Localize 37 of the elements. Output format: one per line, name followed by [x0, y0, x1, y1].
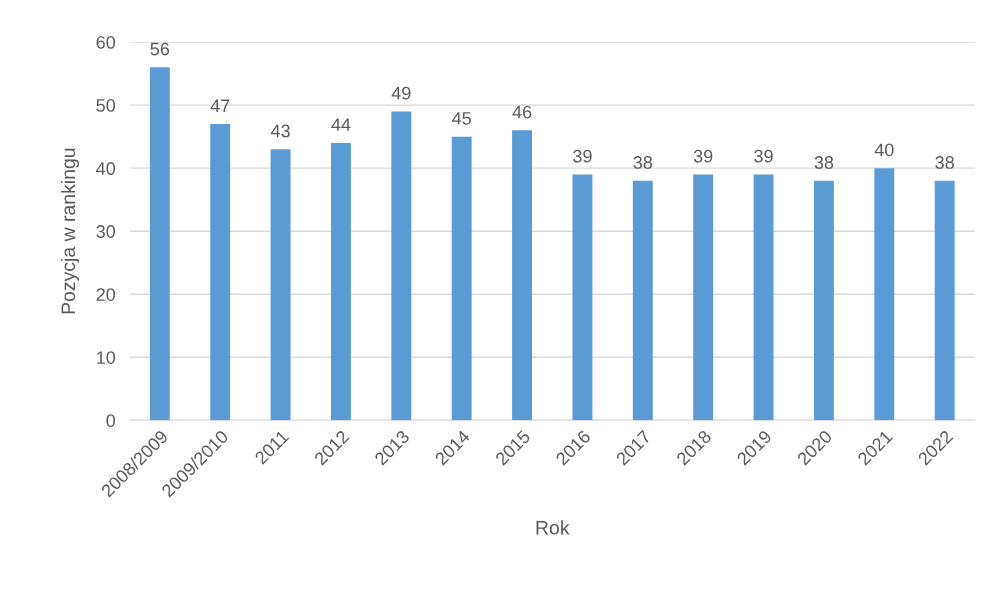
data-label: 40: [874, 143, 894, 157]
data-label: 44: [331, 118, 351, 131]
bar: [451, 136, 472, 421]
bar: [693, 174, 714, 421]
data-label: 38: [935, 156, 954, 169]
data-label: 39: [754, 149, 773, 163]
y-tick-label: 50: [96, 99, 116, 112]
bar: [149, 67, 170, 421]
bar: [391, 111, 412, 421]
data-label: 39: [693, 149, 713, 163]
data-label: 43: [270, 124, 290, 138]
y-tick-label: 10: [97, 351, 116, 364]
bar: [572, 174, 593, 421]
bar: [512, 130, 533, 421]
data-label: 47: [210, 99, 230, 112]
y-tick-label: 0: [106, 414, 116, 428]
data-label: 45: [452, 112, 471, 125]
bar: [270, 149, 291, 421]
y-tick-label: 40: [96, 162, 116, 175]
bar: [632, 180, 653, 421]
y-tick-label: 20: [96, 288, 116, 301]
data-label: 49: [391, 86, 411, 100]
data-label: 39: [573, 149, 592, 163]
y-tick-label: 30: [96, 225, 116, 238]
bar: [874, 168, 895, 421]
y-tick-label: 60: [96, 36, 116, 49]
x-axis-title: Rok: [536, 520, 570, 535]
bar: [934, 180, 955, 421]
data-label: 38: [814, 156, 834, 169]
bar: [813, 180, 834, 421]
data-label: 46: [512, 105, 532, 119]
data-label: 56: [150, 42, 170, 56]
bar: [753, 174, 774, 421]
bar: [210, 124, 231, 421]
y-axis-title: Pozycja w rankingu: [60, 148, 80, 314]
bar: [330, 142, 351, 421]
data-label: 38: [633, 156, 653, 169]
